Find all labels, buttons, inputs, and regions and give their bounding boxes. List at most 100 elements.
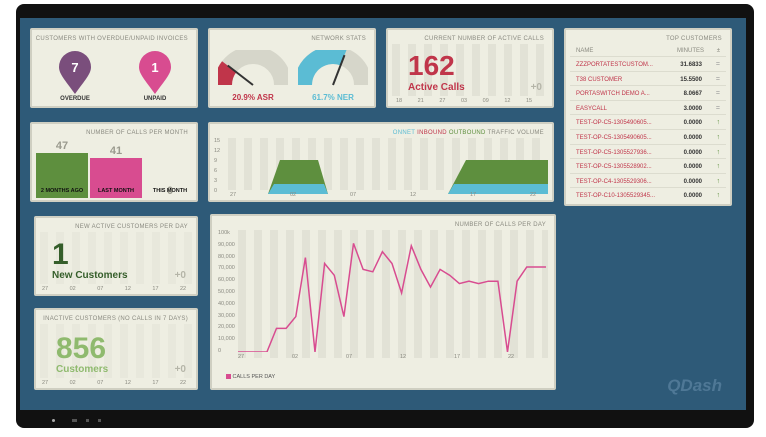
y-tick-label: 12 <box>214 148 221 154</box>
y-tick-label: 15 <box>214 138 221 144</box>
traffic-volume-panel: ONNET INBOUND OUTBOUND TRAFFIC VOLUME 15… <box>208 122 554 202</box>
x-tick-label: 12 <box>124 380 131 386</box>
x-tick-label: 17 <box>152 286 159 292</box>
calls-per-day-panel: NUMBER OF CALLS PER DAY 100k 90,000 80,000… <box>210 214 556 390</box>
panel-title: CURRENT NUMBER OF ACTIVE CALLS <box>424 36 544 42</box>
calls-per-day-series-line <box>238 243 546 352</box>
month-bar-label: LAST MONTH <box>97 188 135 194</box>
x-tick-label: 02 <box>292 354 299 360</box>
panel-title: INACTIVE CUSTOMERS (NO CALLS IN 7 DAYS) <box>43 316 188 322</box>
customer-name: TEST-OP-C5-1305490605... <box>576 120 652 127</box>
x-tick-label: 27 <box>238 354 245 360</box>
ner-label: 61.7% NER <box>312 93 354 102</box>
customer-name: TEST-OP-C10-1305529345... <box>576 193 656 200</box>
table-row[interactable]: TEST-OP-C5-1305490605... 0.0000 ↑ <box>570 114 726 131</box>
customer-name: ZZZPORTATESTCUSTOM... <box>576 62 653 68</box>
power-led-icon <box>52 419 55 422</box>
legend-onnet: ONNET <box>392 130 416 136</box>
column-header-sort[interactable]: ± <box>716 48 720 54</box>
trend-up-icon: ↑ <box>716 163 721 171</box>
table-row[interactable]: EASYCALL 3.0000 = <box>570 99 726 117</box>
trend-up-icon: ↑ <box>716 192 721 200</box>
svg-text:7: 7 <box>71 60 78 75</box>
x-tick-label: 12 <box>410 192 417 198</box>
monitor-up-button[interactable] <box>86 419 89 422</box>
month-bar[interactable] <box>36 152 88 198</box>
y-tick-label: 30,000 <box>218 312 235 319</box>
customer-minutes: 0.0000 <box>683 120 702 127</box>
x-tick-label: 18 <box>396 98 403 104</box>
column-header-name[interactable]: NAME <box>576 48 594 54</box>
trend-up-icon: ↑ <box>716 148 721 156</box>
y-tick-label: 90,000 <box>218 241 235 248</box>
table-row[interactable]: TEST-OP-C5-1305528902... 0.0000 ↑ <box>570 158 726 175</box>
x-tick-label: 22 <box>530 192 537 198</box>
column-header-minutes[interactable]: MINUTES <box>677 48 704 54</box>
monitor-menu-button[interactable] <box>72 419 77 422</box>
customer-minutes: 0.0000 <box>683 135 702 141</box>
trend-equal-icon: = <box>715 104 720 112</box>
x-tick-label: 22 <box>508 354 515 360</box>
trend-up-icon: ↑ <box>716 134 721 141</box>
customer-minutes: 0.0000 <box>683 178 702 185</box>
month-bar-label: THIS MONTH <box>152 188 188 194</box>
month-bar[interactable] <box>90 158 142 198</box>
ner-gauge <box>298 50 368 86</box>
new-active-customers-panel: NEW ACTIVE CUSTOMERS PER DAY 1 New Custo… <box>34 216 198 296</box>
customer-minutes: 0.0000 <box>683 149 702 156</box>
overdue-label: OVERDUE <box>60 96 90 102</box>
customer-name: PORTASWITCH DEMO A... <box>576 91 650 98</box>
legend-swatch <box>226 374 231 380</box>
customer-name: T38 CUSTOMER <box>576 76 623 83</box>
trend-up-icon: ↑ <box>716 177 721 185</box>
calls-per-month-panel: NUMBER OF CALLS PER MONTH 47 2 MONTHS AGO… <box>30 122 198 202</box>
new-customers-label: New Customers <box>52 270 128 281</box>
table-row[interactable]: TEST-OP-C5-1305490605... 0.0000 ↑ <box>570 129 726 146</box>
x-tick-label: 17 <box>454 354 461 360</box>
trend-equal-icon: = <box>715 75 720 83</box>
y-tick-label: 9 <box>214 158 218 164</box>
table-row[interactable]: PORTASWITCH DEMO A... 8.0667 = <box>570 85 726 102</box>
month-bar-value: 41 <box>109 145 123 158</box>
overdue-pin-icon[interactable]: 7 <box>57 50 93 96</box>
monitor-down-button[interactable] <box>98 419 101 422</box>
inactive-customers-panel: INACTIVE CUSTOMERS (NO CALLS IN 7 DAYS) … <box>34 308 198 390</box>
x-tick-label: 17 <box>470 192 477 198</box>
panel-title: NUMBER OF CALLS PER MONTH <box>86 130 188 136</box>
inactive-customers-label: Customers <box>56 364 109 375</box>
customer-minutes: 31.6833 <box>680 62 702 68</box>
trend-equal-icon: = <box>715 61 720 68</box>
y-tick-label: 6 <box>214 168 218 174</box>
y-tick-label: 10,000 <box>218 336 235 343</box>
legend-title: TRAFFIC VOLUME <box>487 130 544 136</box>
customer-name: EASYCALL <box>576 105 608 112</box>
x-tick-label: 27 <box>42 380 49 386</box>
table-row[interactable]: TEST-OP-C5-1305527936... 0.0000 ↑ <box>570 143 726 161</box>
customer-minutes: 3.0000 <box>683 105 702 112</box>
customer-name: TEST-OP-C5-1305490605... <box>576 135 652 141</box>
x-tick-label: 27 <box>230 192 237 198</box>
table-row[interactable]: TEST-OP-C4-1305529306... 0.0000 ↑ <box>570 172 726 190</box>
chart-legend: CALLS PER DAY <box>226 374 275 380</box>
panel-title: ONNET INBOUND OUTBOUND TRAFFIC VOLUME <box>393 130 544 136</box>
overdue-panel: CUSTOMERS WITH OVERDUE/UNPAID INVOICES 7… <box>30 28 198 108</box>
calls-per-day-line-chart <box>238 243 546 352</box>
x-tick-label: 02 <box>290 192 297 198</box>
x-tick-label: 07 <box>346 354 353 360</box>
new-customers-value: 1 <box>52 238 69 271</box>
x-tick-label: 12 <box>400 354 407 360</box>
table-row[interactable]: ZZZPORTATESTCUSTOM... 31.6833 = <box>570 56 726 73</box>
x-tick-label: 27 <box>42 286 49 292</box>
x-tick-label: 03 <box>461 98 468 104</box>
asr-gauge <box>218 50 288 86</box>
unpaid-pin-icon[interactable]: 1 <box>137 50 173 96</box>
customer-name: TEST-OP-C5-1305527936... <box>576 149 652 156</box>
x-tick-label: 21 <box>417 98 424 104</box>
x-tick-label: 27 <box>439 98 446 104</box>
table-row[interactable]: TEST-OP-C10-1305529345... 0.0000 ↑ <box>570 187 726 204</box>
table-row[interactable]: T38 CUSTOMER 15.5500 = <box>570 70 726 88</box>
x-tick-label: 12 <box>124 286 131 292</box>
legend-inbound: INBOUND <box>417 130 447 136</box>
y-tick-label: 3 <box>214 178 218 184</box>
